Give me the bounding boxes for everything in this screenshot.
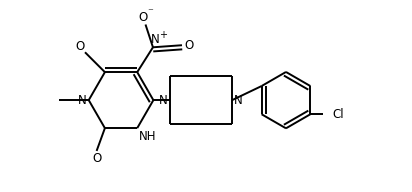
Text: N: N — [234, 94, 243, 107]
Text: N: N — [159, 94, 168, 107]
Text: O: O — [75, 40, 84, 53]
Text: ⁻: ⁻ — [147, 7, 153, 17]
Text: O: O — [92, 152, 101, 165]
Text: Cl: Cl — [332, 108, 344, 121]
Text: +: + — [159, 30, 167, 40]
Text: N: N — [151, 33, 159, 46]
Text: N: N — [78, 94, 87, 107]
Text: O: O — [139, 11, 148, 24]
Text: NH: NH — [139, 130, 157, 143]
Text: O: O — [185, 39, 194, 52]
